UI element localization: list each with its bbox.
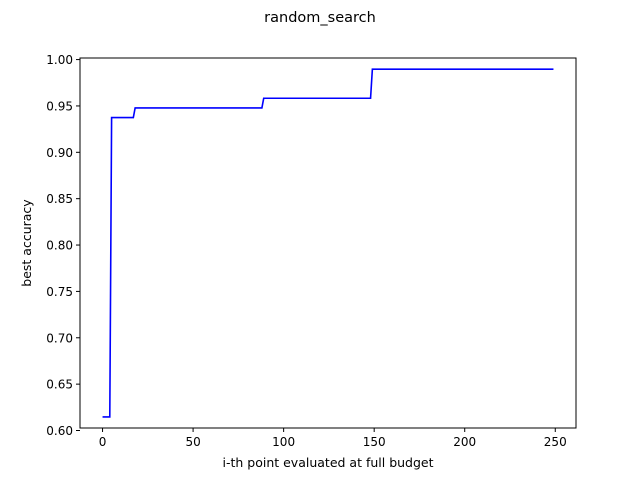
- y-tick-label: 0.95: [46, 99, 73, 113]
- series-line-0: [102, 68, 554, 418]
- y-tick-label: 1.00: [46, 53, 73, 67]
- x-tick-label: 0: [99, 435, 107, 449]
- x-tick-label: 100: [272, 435, 295, 449]
- y-tick-label: 0.75: [46, 285, 73, 299]
- y-tick-label: 0.65: [46, 378, 73, 392]
- y-tick-label: 0.85: [46, 192, 73, 206]
- y-tick-label: 0.70: [46, 331, 73, 345]
- x-tick-label: 250: [544, 435, 567, 449]
- x-tick-label: 150: [363, 435, 386, 449]
- x-tick-label: 50: [185, 435, 200, 449]
- y-tick-label: 0.80: [46, 239, 73, 253]
- axes-frame: [79, 57, 577, 429]
- series-layer: [102, 68, 554, 418]
- x-axis-ticks: 0 50 100 150 200 250: [99, 428, 567, 449]
- y-axis-label: best accuracy: [19, 199, 34, 287]
- x-tick-label: 200: [453, 435, 476, 449]
- y-axis-ticks: 0.60 0.65 0.70 0.75 0.80 0.85 0.90 0.95 1.00: [46, 53, 80, 438]
- chart-title: random_search: [264, 10, 376, 26]
- x-axis-label: i-th point evaluated at full budget: [222, 455, 433, 470]
- y-tick-label: 0.90: [46, 146, 73, 160]
- y-tick-label: 0.60: [46, 424, 73, 438]
- plot-area: 0 50 100 150 200 250 0.60 0.65 0.70 0.75 0.80 0.85…: [46, 53, 577, 449]
